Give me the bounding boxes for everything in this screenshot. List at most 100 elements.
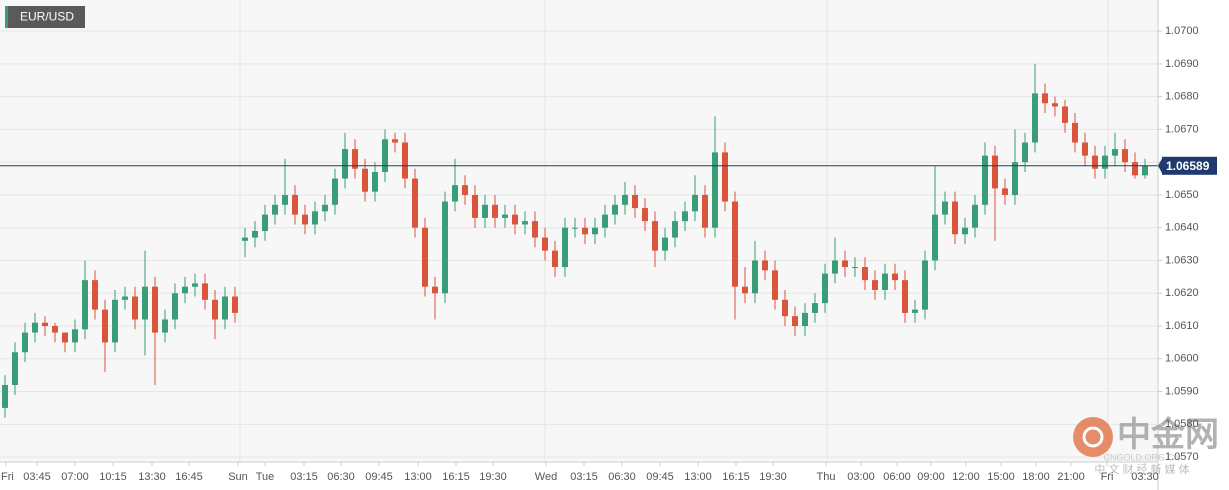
last-price-label: 1.06589 xyxy=(1166,159,1210,173)
candle-body xyxy=(132,296,138,320)
candle-body xyxy=(622,194,628,205)
candle-body xyxy=(1032,93,1038,143)
y-tick-label: 1.0570 xyxy=(1165,451,1199,463)
candle-body xyxy=(52,326,58,333)
x-tick-label: 09:45 xyxy=(646,471,674,483)
candle-body xyxy=(72,329,78,343)
watermark-logo xyxy=(1073,417,1113,457)
y-tick-label: 1.0640 xyxy=(1165,222,1199,234)
candle-body xyxy=(812,303,818,313)
title-accent xyxy=(5,6,8,28)
candle-body xyxy=(222,296,228,320)
candles xyxy=(0,63,1158,418)
candle-body xyxy=(822,273,828,304)
title-box xyxy=(5,6,85,28)
candle-body xyxy=(762,260,768,271)
candle-body xyxy=(902,280,908,313)
candle-body xyxy=(102,309,108,343)
x-tick-label: 19:30 xyxy=(479,471,507,483)
candle-body xyxy=(1122,149,1128,163)
candle-body xyxy=(862,267,868,281)
watermark: 中金网 CNGOLD.ORG.CN 中 文 财 经 新 媒 体 xyxy=(1073,415,1219,476)
candle-body xyxy=(482,204,488,218)
candle-body xyxy=(282,194,288,205)
x-tick-label: 16:45 xyxy=(175,471,203,483)
candle-body xyxy=(772,270,778,300)
candle-body xyxy=(312,211,318,225)
grid xyxy=(0,0,1158,462)
candle-body xyxy=(172,293,178,320)
candle-body xyxy=(972,204,978,228)
x-tick-label: 13:00 xyxy=(684,471,712,483)
candle-body xyxy=(682,211,688,222)
candle-body xyxy=(372,172,378,192)
x-tick-label: Thu xyxy=(817,471,836,483)
candle-body xyxy=(152,286,158,333)
candle-body xyxy=(352,149,358,169)
x-tick-label: 03:30 xyxy=(1131,471,1159,483)
x-tick-label: 19:30 xyxy=(759,471,787,483)
candle-body xyxy=(612,204,618,215)
candle-body xyxy=(892,273,898,281)
candle-body xyxy=(192,283,198,287)
watermark-tagline: 中 文 财 经 新 媒 体 xyxy=(1094,462,1189,476)
watermark-domain: CNGOLD.ORG.CN xyxy=(1103,452,1180,462)
candle-body xyxy=(252,231,258,238)
candle-body xyxy=(742,286,748,294)
candle-body xyxy=(92,280,98,310)
y-tick-label: 1.0670 xyxy=(1165,123,1199,135)
last-price-box xyxy=(1162,156,1217,175)
x-tick-label: 15:00 xyxy=(987,471,1015,483)
x-tick-label: 16:15 xyxy=(722,471,750,483)
x-tick-label: Fri xyxy=(1101,471,1114,483)
candle-body xyxy=(982,155,988,205)
x-tick-label: 13:00 xyxy=(404,471,432,483)
candle-body xyxy=(1042,93,1048,104)
candle-body xyxy=(32,322,38,333)
candle-body xyxy=(22,332,28,353)
x-tick-label: Fri xyxy=(1,471,14,483)
candle-body xyxy=(662,237,668,251)
x-tick-label: 06:00 xyxy=(883,471,911,483)
candle-body xyxy=(362,168,368,192)
candle-body xyxy=(992,155,998,189)
candle-body xyxy=(292,194,298,215)
x-tick-label: 10:15 xyxy=(99,471,127,483)
candle-body xyxy=(492,204,498,218)
candle-body xyxy=(552,250,558,268)
candle-body xyxy=(522,221,528,225)
candle-body xyxy=(642,208,648,222)
candle-body xyxy=(582,227,588,235)
candle-body xyxy=(452,185,458,202)
candle-body xyxy=(702,194,708,228)
candle-body xyxy=(1092,155,1098,169)
candle-body xyxy=(1112,149,1118,156)
candle-body xyxy=(402,142,408,179)
candle-body xyxy=(842,260,848,268)
candle-body xyxy=(792,316,798,327)
x-tick-label: 03:45 xyxy=(23,471,51,483)
candle-body xyxy=(1072,122,1078,143)
candle-body xyxy=(962,227,968,235)
watermark-logo-swirl xyxy=(1082,426,1104,448)
candle-body xyxy=(922,260,928,310)
y-tick-label: 1.0650 xyxy=(1165,189,1199,201)
x-tick-label: 12:00 xyxy=(952,471,980,483)
y-tick-label: 1.0620 xyxy=(1165,287,1199,299)
candle-body xyxy=(782,299,788,317)
candle-body xyxy=(82,280,88,330)
candle-body xyxy=(332,178,338,205)
candle-body xyxy=(1012,162,1018,195)
y-tick-label: 1.0590 xyxy=(1165,385,1199,397)
candle-body xyxy=(62,332,68,343)
candle-body xyxy=(432,286,438,294)
candle-body xyxy=(1142,165,1148,176)
candle-body xyxy=(532,221,538,238)
plot-background xyxy=(0,0,1158,462)
y-tick-label: 1.0700 xyxy=(1165,25,1199,37)
candle-body xyxy=(1062,106,1068,123)
x-tick-label: Tue xyxy=(256,471,275,483)
candle-body xyxy=(322,204,328,212)
x-tick-label: 16:15 xyxy=(442,471,470,483)
